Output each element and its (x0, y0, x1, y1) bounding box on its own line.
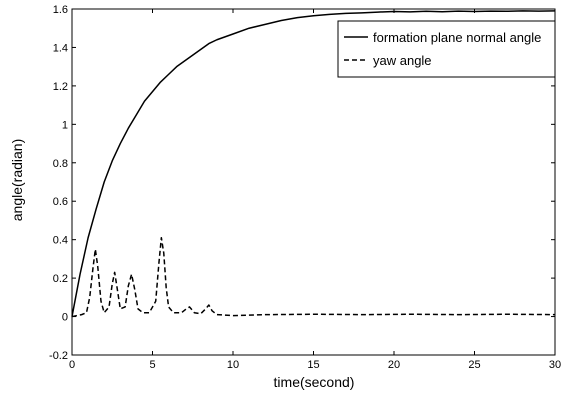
series-line-1 (71, 236, 556, 318)
x-axis-label: time(second) (274, 374, 355, 390)
x-tick-label: 0 (69, 359, 75, 371)
y-tick-label: 1.6 (53, 4, 68, 16)
y-tick-label: 0.8 (53, 158, 68, 170)
series-line-0 (71, 10, 556, 317)
legend-label-0: formation plane normal angle (373, 30, 541, 45)
x-tick-label: 5 (149, 359, 155, 371)
legend-box (337, 20, 556, 78)
x-tick-label: 25 (468, 359, 480, 371)
x-tick-label: 15 (307, 359, 319, 371)
y-tick-label: 0 (62, 312, 68, 324)
y-tick-label: 1.2 (53, 81, 68, 93)
y-axis-label: angle(radian) (9, 139, 25, 222)
legend-label-1: yaw angle (373, 53, 432, 68)
x-tick-label: 10 (227, 359, 239, 371)
y-tick-label: -0.2 (49, 350, 68, 362)
y-tick-label: 0.4 (53, 235, 68, 247)
x-tick-label: 20 (388, 359, 400, 371)
y-tick-label: 1 (62, 119, 68, 131)
y-tick-label: 1.4 (53, 42, 68, 54)
y-tick-label: 0.2 (53, 273, 68, 285)
x-tick-label: 30 (549, 359, 561, 371)
y-tick-label: 0.6 (53, 196, 68, 208)
legend: formation plane normal angle yaw angle (337, 20, 556, 78)
